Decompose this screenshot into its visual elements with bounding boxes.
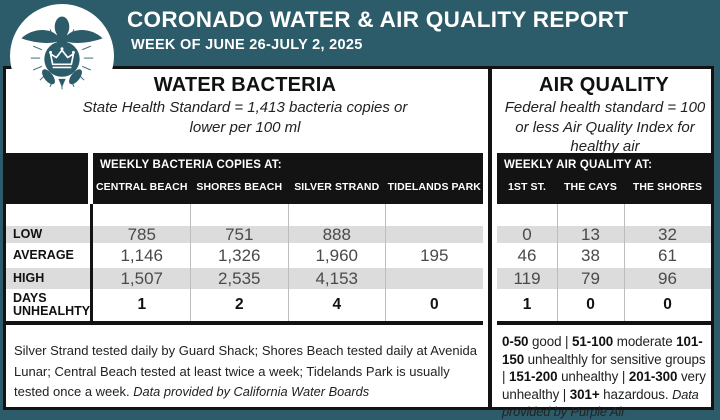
- row-stripe: [6, 226, 483, 243]
- aqi-range-value: 51-100: [572, 334, 614, 349]
- air-value: 61: [658, 245, 677, 265]
- column-divider: [624, 204, 625, 321]
- water-value: 1,326: [217, 245, 261, 265]
- row-label: LOW: [13, 227, 43, 241]
- aqi-range-label: very unhealthy |: [502, 369, 706, 402]
- section-divider: [488, 66, 492, 410]
- air-value: 79: [581, 268, 600, 288]
- label-column-divider: [90, 204, 93, 325]
- aqi-range-value: 0-50: [502, 334, 529, 349]
- aqi-legend-segments: 0-50 good | 51-100 moderate 101-150 unhe…: [502, 334, 706, 402]
- row-stripe: [497, 226, 711, 243]
- water-value: 785: [127, 224, 156, 244]
- aqi-range-label: hazardous.: [599, 386, 673, 402]
- air-table-header: WEEKLY AIR QUALITY AT: 1ST ST. THE CAYS …: [497, 153, 711, 204]
- water-value: 1: [137, 296, 147, 313]
- column-header: SILVER STRAND: [294, 181, 380, 193]
- table-bottom-border: [497, 321, 711, 325]
- air-group-header: WEEKLY AIR QUALITY AT:: [504, 159, 653, 171]
- air-value: 13: [581, 224, 600, 244]
- air-value: 46: [517, 245, 537, 265]
- column-header: THE CAYS: [564, 181, 617, 193]
- air-column-headers: 1ST ST. THE CAYS THE SHORES: [497, 181, 711, 193]
- column-divider: [190, 204, 191, 321]
- air-standard-text: Federal health standard = 100 or less Ai…: [504, 99, 706, 155]
- column-header: SHORES BEACH: [196, 181, 283, 193]
- water-value: 1,146: [120, 245, 164, 265]
- aqi-legend: 0-50 good | 51-100 moderate 101-150 unhe…: [502, 333, 712, 420]
- aqi-range-label: good |: [528, 334, 573, 349]
- row-stripe: [497, 268, 711, 289]
- row-label: AVERAGE: [13, 248, 74, 262]
- aqi-range-value: 201-300: [628, 369, 678, 384]
- table-row-days-unhealthy: DAYS UNHEALHTY 1 2 4 0: [6, 289, 483, 321]
- table-row-high: HIGH 1,507 2,535 4,153: [6, 268, 483, 289]
- air-value: 119: [513, 268, 541, 288]
- aqi-range-value: 101-150: [502, 334, 703, 367]
- column-divider: [385, 204, 386, 321]
- table-row-high: 119 79 96: [497, 268, 711, 289]
- water-section-heading: WATER BACTERIA: [153, 74, 337, 96]
- logo-badge: [10, 4, 114, 108]
- air-value: 0: [522, 224, 532, 244]
- table-row-average: AVERAGE 1,146 1,326 1,960 195: [6, 243, 483, 268]
- water-table-header: WEEKLY BACTERIA COPIES AT: CENTRAL BEACH…: [93, 153, 483, 204]
- table-row-low: 0 13 32: [497, 224, 711, 244]
- row-label-header-cell: [6, 153, 88, 204]
- air-value: 38: [581, 245, 600, 265]
- air-value: 96: [658, 268, 677, 288]
- water-value: 4,153: [315, 268, 359, 288]
- column-header: CENTRAL BEACH: [95, 181, 188, 193]
- air-value: 32: [658, 224, 677, 244]
- water-value: 1,507: [120, 268, 164, 288]
- air-section-heading: AIR QUALITY: [539, 74, 669, 96]
- page-title: CORONADO WATER & AIR QUALITY REPORT: [127, 7, 629, 32]
- air-value: 1: [522, 296, 532, 313]
- water-footnote-text: Silver Strand tested daily by Guard Shac…: [14, 343, 477, 399]
- water-group-header: WEEKLY BACTERIA COPIES AT:: [100, 159, 282, 171]
- table-row-days-unhealthy: 1 0 0: [497, 289, 711, 321]
- air-value: 0: [586, 296, 595, 313]
- column-header: 1ST ST.: [507, 181, 547, 193]
- water-value: 2,535: [217, 268, 261, 288]
- air-data-credit: Data provided by Purple Air: [502, 386, 699, 420]
- aqi-range-value: 301+: [569, 386, 600, 402]
- water-value: 0: [429, 296, 439, 313]
- water-standard-text: State Health Standard = 1,413 bacteria c…: [82, 99, 408, 136]
- table-row-average: 46 38 61: [497, 243, 711, 268]
- water-value: 751: [225, 224, 254, 244]
- water-value: 4: [332, 296, 342, 313]
- aqi-range-label: unhealthly for sensitive groups |: [502, 351, 706, 385]
- aqi-range-label: moderate: [613, 334, 677, 349]
- water-value: 195: [420, 245, 449, 265]
- report-week-subtitle: WEEK OF JUNE 26-JULY 2, 2025: [131, 37, 363, 53]
- row-stripe: [6, 268, 483, 289]
- column-divider: [557, 204, 558, 321]
- crowned-sea-turtle-icon: [21, 16, 103, 90]
- air-value: 0: [663, 296, 672, 313]
- table-row-low: LOW 785 751 888: [6, 224, 483, 244]
- column-header: THE SHORES: [632, 181, 703, 193]
- water-column-headers: CENTRAL BEACH SHORES BEACH SILVER STRAND…: [93, 181, 483, 193]
- water-value: 888: [322, 224, 351, 244]
- aqi-range-value: 151-200: [509, 369, 558, 384]
- column-divider: [288, 204, 289, 321]
- water-footnote: Silver Strand tested daily by Guard Shac…: [14, 341, 486, 403]
- column-header: TIDELANDS PARK: [387, 181, 481, 193]
- water-value: 1,960: [315, 245, 359, 265]
- aqi-range-label: unhealthy |: [557, 369, 629, 384]
- row-label: DAYS UNHEALHTY: [13, 291, 91, 318]
- water-value: 2: [234, 296, 244, 313]
- water-data-credit: Data provided by California Water Boards: [133, 384, 370, 399]
- table-bottom-border: [6, 321, 483, 325]
- row-label: HIGH: [13, 271, 45, 285]
